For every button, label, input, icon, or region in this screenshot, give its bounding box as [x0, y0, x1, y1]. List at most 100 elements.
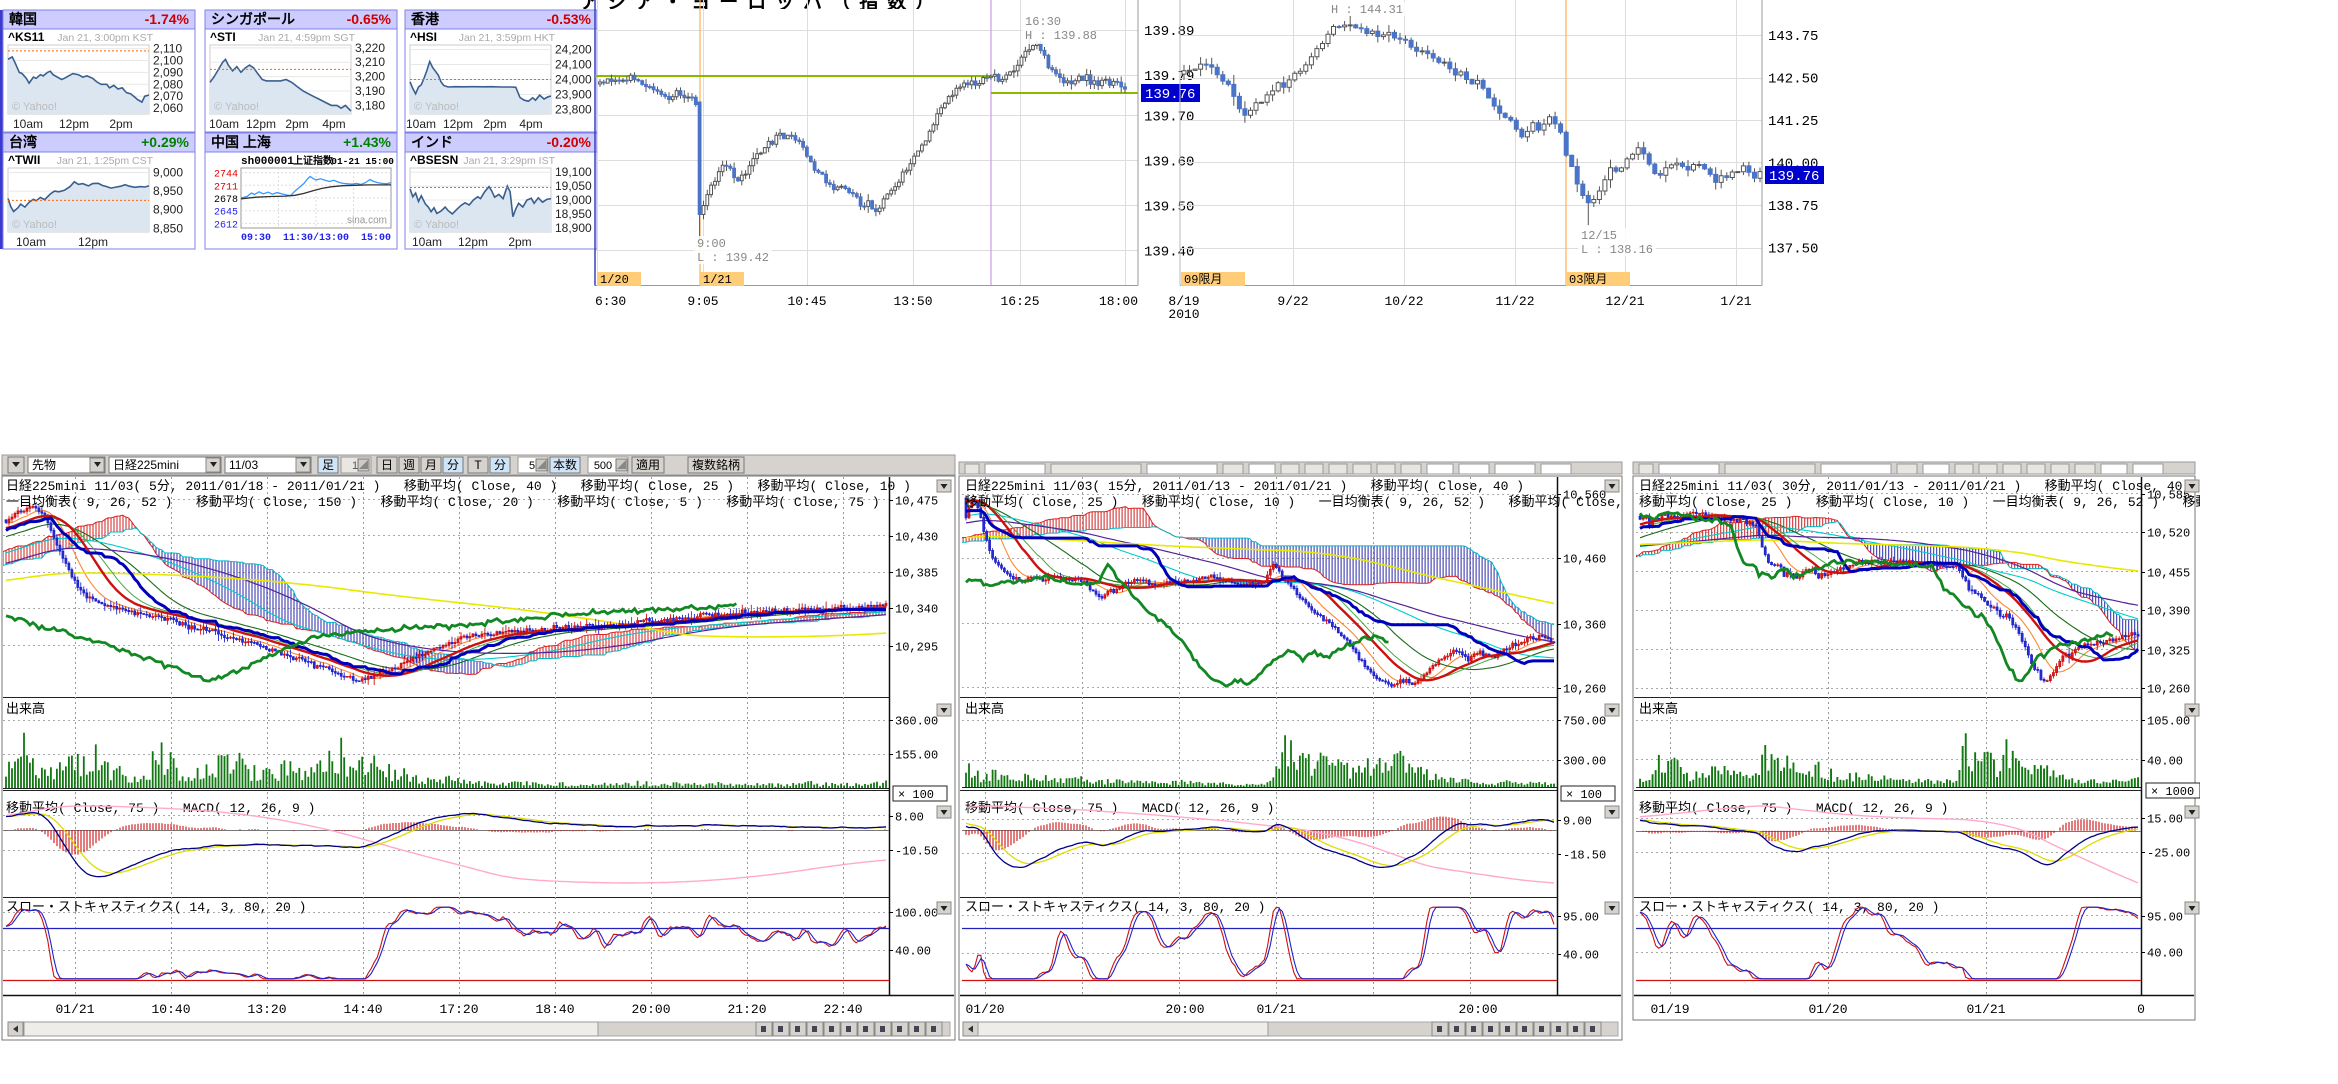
svg-text:5: 5	[529, 460, 535, 472]
svg-text:2711: 2711	[214, 182, 238, 193]
svg-text:本数: 本数	[553, 457, 577, 472]
svg-text:-18.50: -18.50	[1563, 849, 1606, 863]
svg-text:10,585: 10,585	[2147, 489, 2190, 503]
svg-text:143.75: 143.75	[1768, 29, 1818, 45]
svg-text:1/21: 1/21	[703, 273, 732, 287]
svg-text:01/21: 01/21	[1966, 1002, 2005, 1017]
svg-text:^STI: ^STI	[210, 30, 236, 44]
svg-text:40.00: 40.00	[2147, 755, 2183, 769]
svg-text:9,000: 9,000	[153, 166, 183, 180]
svg-text:2645: 2645	[214, 208, 238, 219]
svg-text:10am: 10am	[406, 117, 436, 131]
svg-text:01/20: 01/20	[1808, 1002, 1847, 1017]
svg-text:© Yahoo!: © Yahoo!	[214, 101, 259, 113]
svg-text:500: 500	[594, 460, 612, 472]
svg-text:10,560: 10,560	[1563, 489, 1606, 503]
svg-text:Jan 21, 1:25pm CST: Jan 21, 1:25pm CST	[57, 155, 154, 167]
svg-text:日経225mini 11/03( 30分, 2011/01/: 日経225mini 11/03( 30分, 2011/01/13 - 2011/…	[1639, 479, 2198, 494]
svg-text:16:25: 16:25	[1000, 294, 1039, 309]
svg-text:139.70: 139.70	[1144, 110, 1194, 126]
svg-text:0: 0	[2137, 1002, 2145, 1017]
svg-text:01/21: 01/21	[1256, 1002, 1295, 1017]
svg-text:11/03: 11/03	[229, 458, 258, 472]
svg-text:日経225mini 11/03( 15分, 2011/01/: 日経225mini 11/03( 15分, 2011/01/13 - 2011/…	[965, 479, 1524, 494]
svg-text:先物: 先物	[32, 458, 56, 472]
svg-text:4pm: 4pm	[322, 117, 345, 131]
svg-text:24,200: 24,200	[555, 43, 592, 57]
svg-text:複数銘柄: 複数銘柄	[692, 457, 740, 472]
svg-text:300.00: 300.00	[1563, 755, 1606, 769]
svg-text:138.75: 138.75	[1768, 199, 1818, 215]
svg-text:インド: インド	[411, 134, 453, 150]
svg-text:10,360: 10,360	[1563, 619, 1606, 633]
svg-text:× 100: × 100	[1566, 788, 1602, 802]
svg-text:台湾: 台湾	[9, 134, 37, 150]
svg-text:16:30: 16:30	[1025, 15, 1061, 29]
svg-text:18:00: 18:00	[1099, 294, 1138, 309]
svg-text:スロー・ストキャスティクス( 14, 3, 80, 20 ): スロー・ストキャスティクス( 14, 3, 80, 20 )	[965, 900, 1265, 915]
svg-text:中国 上海: 中国 上海	[211, 134, 271, 150]
svg-text:10am: 10am	[412, 235, 442, 249]
svg-text:sina.com: sina.com	[347, 215, 387, 226]
svg-text:シンガポール: シンガポール	[211, 11, 295, 27]
svg-text:2pm: 2pm	[508, 235, 531, 249]
svg-text:23,900: 23,900	[555, 88, 592, 102]
svg-text:9:05: 9:05	[687, 294, 718, 309]
svg-text:日: 日	[381, 458, 393, 472]
svg-text:139.76: 139.76	[1769, 169, 1819, 185]
svg-text:18,900: 18,900	[555, 221, 592, 235]
svg-text:13:20: 13:20	[247, 1002, 286, 1017]
svg-text:2,080: 2,080	[153, 77, 183, 91]
svg-text:95.00: 95.00	[2147, 911, 2183, 925]
svg-text:H : 144.31: H : 144.31	[1331, 3, 1403, 17]
svg-text:8,950: 8,950	[153, 184, 183, 198]
svg-text:40.00: 40.00	[2147, 947, 2183, 961]
svg-text:2,100: 2,100	[153, 54, 183, 68]
svg-text:12pm: 12pm	[443, 117, 473, 131]
svg-text:+0.29%: +0.29%	[141, 134, 189, 150]
svg-text:一目均衡表( 9, 26, 52 ) 移動平均( Clo: 一目均衡表( 9, 26, 52 ) 移動平均( Close, 150 ) 移動…	[6, 495, 880, 510]
svg-text:2,090: 2,090	[153, 65, 183, 79]
svg-text:141.25: 141.25	[1768, 114, 1818, 130]
svg-text:139.76: 139.76	[1145, 87, 1195, 103]
svg-text:10,520: 10,520	[2147, 527, 2190, 541]
svg-text:適用: 適用	[636, 457, 660, 472]
svg-text:40.00: 40.00	[1563, 949, 1599, 963]
svg-text:^TWII: ^TWII	[8, 153, 40, 167]
svg-text:-1.74%: -1.74%	[145, 11, 190, 27]
svg-text:10am: 10am	[209, 117, 239, 131]
svg-text:^KS11: ^KS11	[8, 30, 45, 44]
svg-text:01/21: 01/21	[55, 1002, 94, 1017]
svg-text:10,460: 10,460	[1563, 553, 1606, 567]
svg-text:6:30: 6:30	[595, 294, 626, 309]
svg-text:© Yahoo!: © Yahoo!	[414, 101, 459, 113]
svg-text:分: 分	[447, 458, 459, 472]
svg-text:9.00: 9.00	[1563, 815, 1592, 829]
svg-text:スロー・ストキャスティクス( 14, 3, 80, 20 ): スロー・ストキャスティクス( 14, 3, 80, 20 )	[1639, 900, 1939, 915]
svg-text:© Yahoo!: © Yahoo!	[414, 219, 459, 231]
svg-text:2744: 2744	[214, 170, 238, 181]
svg-text:9:00: 9:00	[697, 237, 726, 251]
svg-text:4pm: 4pm	[519, 117, 542, 131]
svg-text:95.00: 95.00	[1563, 911, 1599, 925]
svg-text:14:40: 14:40	[343, 1002, 382, 1017]
svg-text:142.50: 142.50	[1768, 72, 1818, 88]
svg-text:スロー・ストキャスティクス( 14, 3, 80, 20 ): スロー・ストキャスティクス( 14, 3, 80, 20 )	[6, 900, 306, 915]
svg-text:100.00: 100.00	[895, 907, 938, 921]
svg-text:17:20: 17:20	[439, 1002, 478, 1017]
svg-text:© Yahoo!: © Yahoo!	[12, 219, 57, 231]
svg-text:12pm: 12pm	[458, 235, 488, 249]
svg-text:日経225mini 11/03( 5分, 2011/01/1: 日経225mini 11/03( 5分, 2011/01/18 - 2011/0…	[6, 479, 911, 494]
svg-text:2678: 2678	[214, 195, 238, 206]
svg-text:23,800: 23,800	[555, 103, 592, 117]
svg-text:2612: 2612	[214, 220, 238, 231]
svg-text:18:40: 18:40	[535, 1002, 574, 1017]
svg-text:10,295: 10,295	[895, 641, 938, 655]
svg-text:20:00: 20:00	[631, 1002, 670, 1017]
svg-text:21:20: 21:20	[727, 1002, 766, 1017]
svg-text:09:30: 09:30	[241, 233, 271, 244]
svg-text:-0.20%: -0.20%	[547, 134, 592, 150]
svg-text:01/19: 01/19	[1650, 1002, 1689, 1017]
svg-text:-25.00: -25.00	[2147, 847, 2190, 861]
svg-text:8,900: 8,900	[153, 203, 183, 217]
